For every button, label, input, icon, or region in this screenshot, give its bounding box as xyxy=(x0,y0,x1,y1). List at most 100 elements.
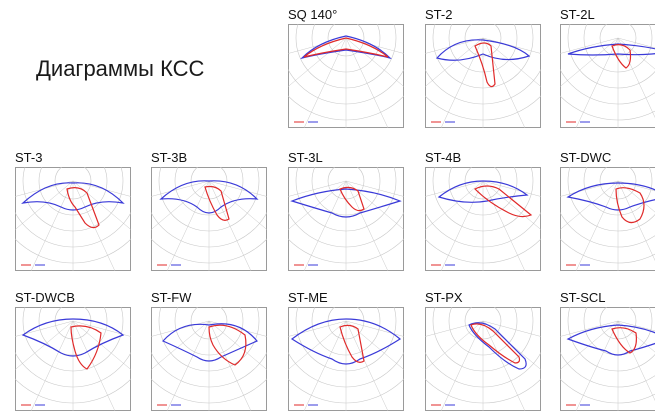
curve-c90 xyxy=(339,324,365,363)
grid-ray xyxy=(72,320,116,411)
curve-c90 xyxy=(204,185,230,221)
grid-ray xyxy=(345,37,389,128)
grid-ray xyxy=(151,320,210,370)
grid-ray xyxy=(72,180,116,271)
grid-ray xyxy=(560,320,619,370)
polar-diagram xyxy=(560,307,655,411)
grid-ray xyxy=(560,320,619,337)
grid-ray xyxy=(15,180,74,230)
curve-c90 xyxy=(474,42,496,88)
grid-ray xyxy=(425,180,484,197)
grid-ray xyxy=(482,320,526,411)
grid-ray xyxy=(560,37,619,54)
curve-c90 xyxy=(470,323,521,364)
grid-ray xyxy=(482,180,526,271)
diagram-label: ST-DWC xyxy=(560,150,612,165)
diagram-label: SQ 140° xyxy=(288,7,338,22)
polar-diagram xyxy=(560,167,655,271)
curve-c0 xyxy=(162,323,258,362)
grid-ray xyxy=(617,320,655,332)
curve-c90 xyxy=(611,44,632,69)
polar-diagram xyxy=(151,167,267,271)
diagram-label: ST-3B xyxy=(151,150,188,165)
polar-diagram xyxy=(288,307,404,411)
grid-ray xyxy=(288,37,347,87)
grid-ray xyxy=(575,37,619,128)
diagram-frame xyxy=(560,24,655,128)
diagram-frame xyxy=(560,307,655,411)
polar-diagram xyxy=(425,167,541,271)
diagram-label: ST-2L xyxy=(560,7,595,22)
curve-c0 xyxy=(300,35,392,60)
grid-ray xyxy=(208,320,267,370)
grid-ray xyxy=(303,180,347,271)
curve-c0 xyxy=(290,318,402,365)
curve-c0 xyxy=(566,182,655,211)
grid-ray xyxy=(15,320,74,370)
grid-ray xyxy=(425,180,484,230)
grid-ray xyxy=(560,180,619,230)
grid-ray xyxy=(482,37,526,128)
curve-c0 xyxy=(21,182,125,211)
curve-c0 xyxy=(567,43,655,56)
grid-ray xyxy=(166,320,210,411)
grid-ray xyxy=(166,180,210,271)
diagram-label: ST-2 xyxy=(425,7,453,22)
grid-ray xyxy=(425,37,484,54)
grid-ray xyxy=(208,320,252,411)
curve-c0 xyxy=(566,324,655,356)
grid-ray xyxy=(151,180,210,197)
grid-ray xyxy=(482,320,541,337)
diagram-label: ST-SCL xyxy=(560,290,606,305)
curve-c90 xyxy=(208,324,247,366)
grid-ray xyxy=(617,37,655,118)
grid-ray xyxy=(482,180,541,230)
diagram-label: ST-FW xyxy=(151,290,192,305)
grid-ray xyxy=(303,320,347,411)
curve-c0 xyxy=(435,39,531,61)
grid-ray xyxy=(288,320,347,370)
grid-ray xyxy=(425,320,484,337)
polar-diagram xyxy=(151,307,267,411)
polar-diagram xyxy=(15,307,131,411)
grid-ray xyxy=(617,180,655,192)
grid-ray xyxy=(72,180,131,197)
curve-c90 xyxy=(615,187,645,224)
grid-ray xyxy=(617,37,655,49)
grid-ray xyxy=(288,320,347,337)
diagram-label: ST-3 xyxy=(15,150,43,165)
grid-ray xyxy=(288,180,347,197)
grid-ray xyxy=(30,320,74,411)
polar-diagram xyxy=(288,167,404,271)
grid-ray xyxy=(617,320,655,353)
grid-ray xyxy=(617,180,655,261)
curve-c90 xyxy=(611,327,637,354)
grid-ray xyxy=(345,180,404,197)
grid-ray xyxy=(15,180,74,197)
curve-c0 xyxy=(437,180,529,203)
curve-c90 xyxy=(66,187,100,229)
curve-c0 xyxy=(21,318,125,357)
diagram-label: ST-ME xyxy=(288,290,328,305)
diagram-label: ST-PX xyxy=(425,290,463,305)
grid-ray xyxy=(72,320,131,370)
diagram-label: ST-DWCB xyxy=(15,290,75,305)
curve-c0 xyxy=(468,322,527,370)
grid-ray xyxy=(617,320,655,401)
diagram-label: ST-4B xyxy=(425,150,462,165)
grid-ray xyxy=(30,180,74,271)
polar-diagram xyxy=(425,307,541,411)
grid-ray xyxy=(482,180,541,197)
curve-c90 xyxy=(473,185,533,218)
curve-c0 xyxy=(290,188,402,218)
grid-ray xyxy=(440,37,484,128)
grid-ray xyxy=(617,37,655,70)
curve-c90 xyxy=(303,37,389,58)
polar-diagram xyxy=(15,167,131,271)
grid-ray xyxy=(560,37,619,87)
grid-ray xyxy=(208,180,252,271)
curve-c0 xyxy=(159,180,259,214)
grid-ray xyxy=(617,180,655,213)
page-title: Диаграммы КСС xyxy=(36,56,205,81)
grid-ray xyxy=(208,180,267,197)
